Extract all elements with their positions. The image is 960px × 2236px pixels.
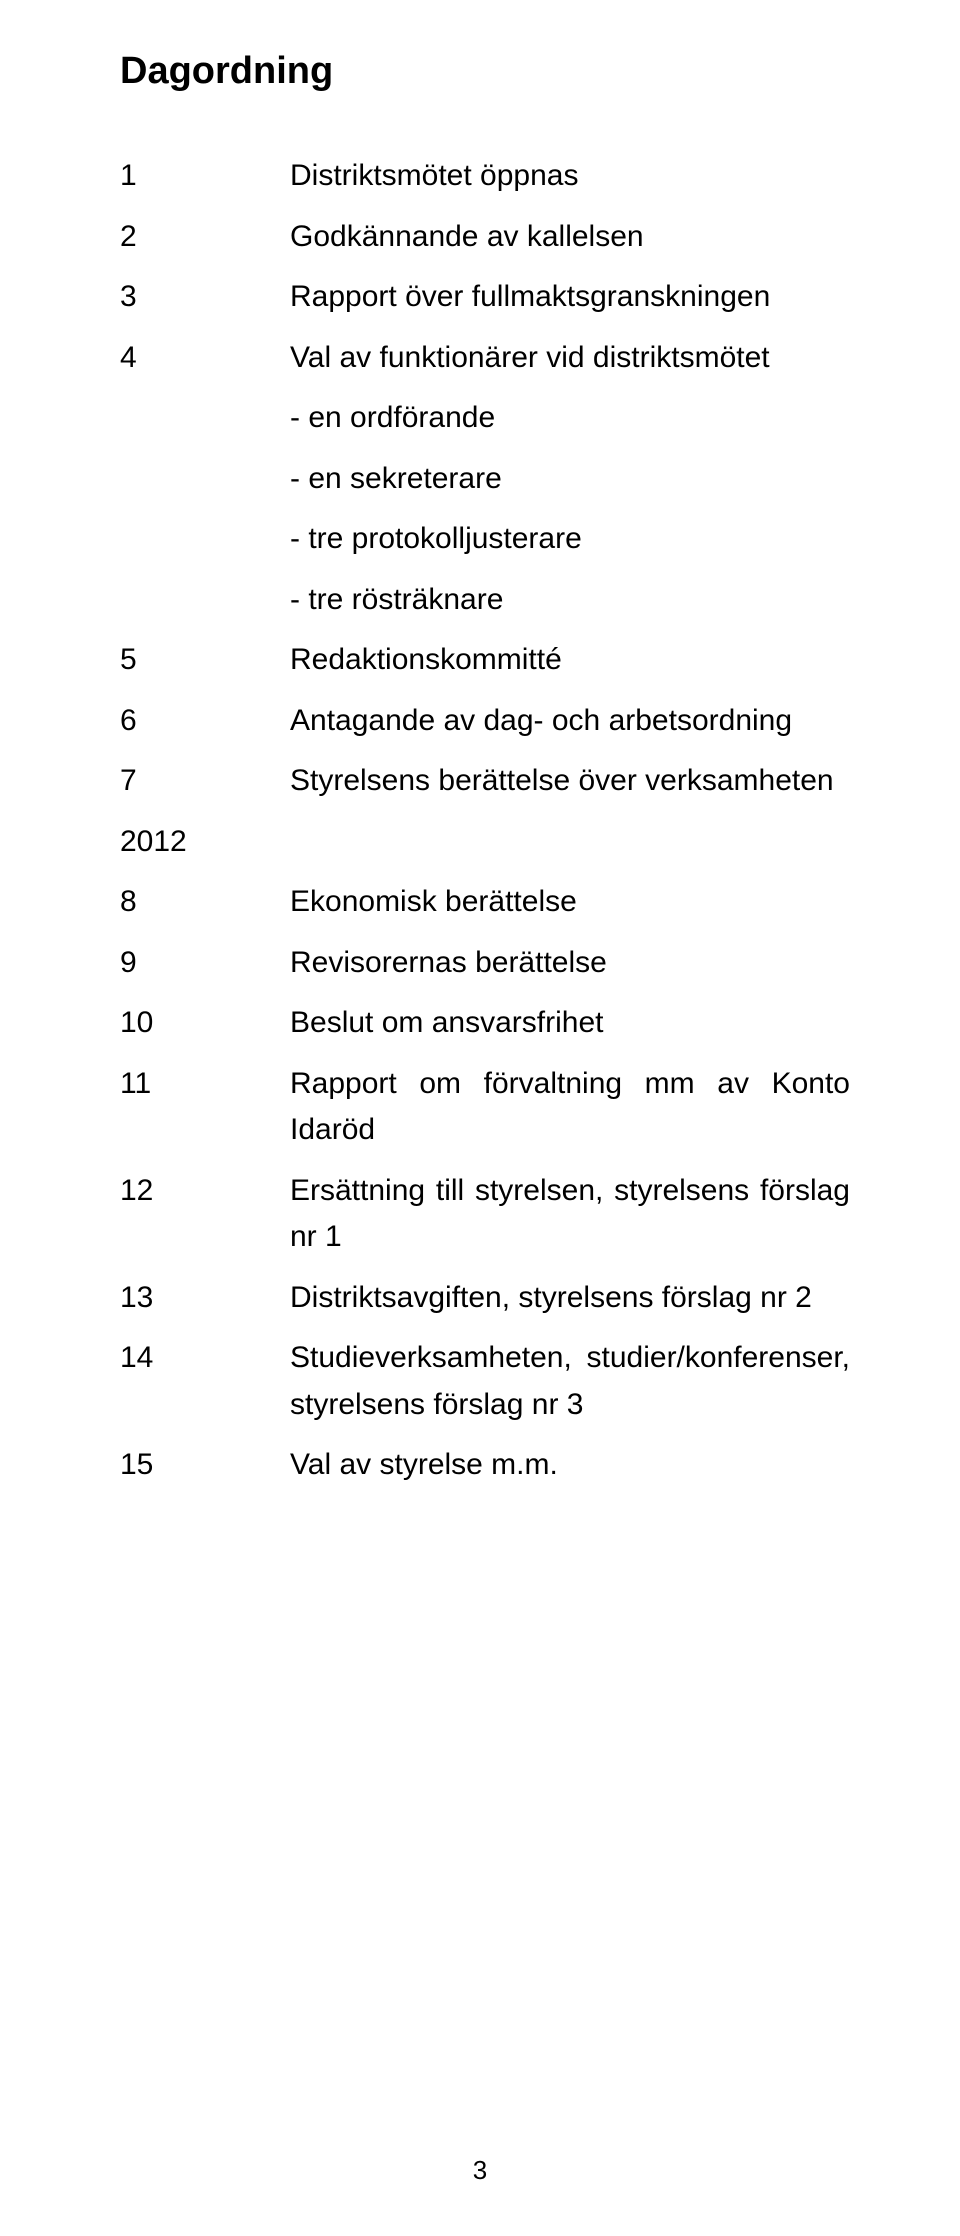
agenda-item: 2 Godkännande av kallelsen xyxy=(120,214,850,261)
agenda-number: 8 xyxy=(120,879,290,926)
sub-text: - tre protokolljusterare xyxy=(290,516,850,563)
agenda-subitem: - tre protokolljusterare xyxy=(120,516,850,563)
agenda-item: 15 Val av styrelse m.m. xyxy=(120,1442,850,1489)
agenda-text: Godkännande av kallelsen xyxy=(290,214,850,261)
sub-text: - en sekreterare xyxy=(290,456,850,503)
agenda-number: 15 xyxy=(120,1442,290,1489)
agenda-item: 10 Beslut om ansvarsfrihet xyxy=(120,1000,850,1047)
agenda-number: 3 xyxy=(120,274,290,321)
agenda-number: 5 xyxy=(120,637,290,684)
agenda-text: Distriktsavgiften, styrelsens förslag nr… xyxy=(290,1275,850,1322)
sub-text: - en ordförande xyxy=(290,395,850,442)
agenda-item: 7 Styrelsens berättelse över verksamhete… xyxy=(120,758,850,805)
agenda-item: 8 Ekonomisk berättelse xyxy=(120,879,850,926)
agenda-text: Styrelsens berättelse över verksamheten xyxy=(290,758,850,805)
agenda-text: Val av funktionärer vid distriktsmötet xyxy=(290,335,850,382)
agenda-number: 14 xyxy=(120,1335,290,1382)
agenda-item: 13 Distriktsavgiften, styrelsens förslag… xyxy=(120,1275,850,1322)
agenda-text: Antagande av dag- och arbetsordning xyxy=(290,698,850,745)
agenda-text: Redaktionskommitté xyxy=(290,637,850,684)
page-number: 3 xyxy=(0,2155,960,2186)
sub-text: - tre rösträknare xyxy=(290,577,850,624)
agenda-number: 13 xyxy=(120,1275,290,1322)
agenda-text: Val av styrelse m.m. xyxy=(290,1442,850,1489)
page-title: Dagordning xyxy=(120,50,850,93)
agenda-item: 3 Rapport över fullmaktsgranskningen xyxy=(120,274,850,321)
agenda-item: 1 Distriktsmötet öppnas xyxy=(120,153,850,200)
agenda-subitem: - en ordförande xyxy=(120,395,850,442)
agenda-year: 2012 xyxy=(120,819,850,866)
agenda-item: 5 Redaktionskommitté xyxy=(120,637,850,684)
agenda-text: Ekonomisk berättelse xyxy=(290,879,850,926)
agenda-item: 14 Studieverksamheten, studier/konferens… xyxy=(120,1335,850,1428)
agenda-text: Distriktsmötet öppnas xyxy=(290,153,850,200)
agenda-item: 6 Antagande av dag- och arbetsordning xyxy=(120,698,850,745)
agenda-number: 6 xyxy=(120,698,290,745)
agenda-number: 10 xyxy=(120,1000,290,1047)
agenda-text: Revisorernas berättelse xyxy=(290,940,850,987)
agenda-subitem: - en sekreterare xyxy=(120,456,850,503)
agenda-number: 9 xyxy=(120,940,290,987)
agenda-text: Studieverksamheten, studier/konferenser,… xyxy=(290,1335,850,1428)
agenda-item: 12 Ersättning till styrelsen, styrelsens… xyxy=(120,1168,850,1261)
agenda-number: 2 xyxy=(120,214,290,261)
agenda-number: 1 xyxy=(120,153,290,200)
agenda-number: 4 xyxy=(120,335,290,382)
agenda-number: 7 xyxy=(120,758,290,805)
agenda-text: Ersättning till styrelsen, styrelsens fö… xyxy=(290,1168,850,1261)
agenda-text: Rapport om förvaltning mm av Konto Idarö… xyxy=(290,1061,850,1154)
document-page: Dagordning 1 Distriktsmötet öppnas 2 God… xyxy=(0,0,960,2236)
agenda-subitem: - tre rösträknare xyxy=(120,577,850,624)
agenda-item: 11 Rapport om förvaltning mm av Konto Id… xyxy=(120,1061,850,1154)
agenda-number: 12 xyxy=(120,1168,290,1215)
agenda-item: 4 Val av funktionärer vid distriktsmötet xyxy=(120,335,850,382)
agenda-number: 11 xyxy=(120,1061,290,1108)
agenda-text: Beslut om ansvarsfrihet xyxy=(290,1000,850,1047)
agenda-item: 9 Revisorernas berättelse xyxy=(120,940,850,987)
agenda-text: Rapport över fullmaktsgranskningen xyxy=(290,274,850,321)
